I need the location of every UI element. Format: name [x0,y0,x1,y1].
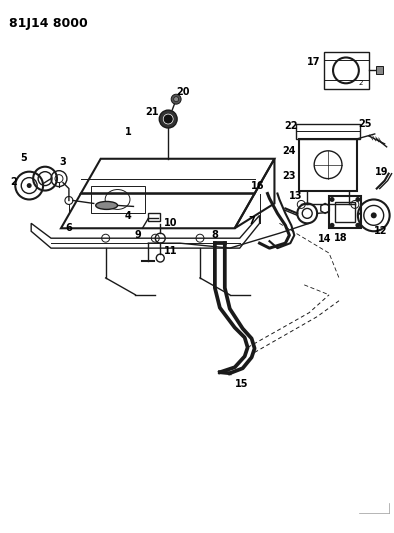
Text: 18: 18 [334,233,348,243]
Bar [335,203,355,222]
Text: 25: 25 [358,119,372,129]
Circle shape [355,223,361,228]
Circle shape [329,197,335,202]
Text: 16: 16 [251,181,264,191]
Text: 22: 22 [284,121,298,131]
Text: 17: 17 [307,58,321,68]
Bar [324,52,369,89]
Circle shape [174,96,178,102]
Text: 11: 11 [164,246,177,256]
Bar [149,213,160,221]
Text: 6: 6 [65,223,72,233]
Circle shape [355,197,361,202]
Bar [376,67,383,75]
Text: 10: 10 [164,219,177,228]
Text: 15: 15 [235,379,249,389]
Circle shape [159,110,177,128]
Text: 21: 21 [145,107,159,117]
Text: 13: 13 [288,190,302,200]
Circle shape [329,223,335,228]
Text: 19: 19 [375,167,388,176]
Text: 81J14 8000: 81J14 8000 [9,17,88,30]
Bar [91,185,145,213]
Text: 1: 1 [125,127,132,137]
Text: 4: 4 [125,212,132,221]
Text: 8: 8 [212,230,218,240]
Text: 12: 12 [374,226,387,236]
Ellipse shape [96,201,117,209]
Text: 23: 23 [282,171,296,181]
Text: 2: 2 [10,176,17,187]
Text: 2: 2 [359,80,363,86]
Text: 14: 14 [318,234,332,244]
Circle shape [27,183,32,188]
Text: 24: 24 [282,146,296,156]
Circle shape [371,212,377,219]
Text: 5: 5 [20,153,27,163]
Bar [299,139,357,190]
Bar [329,197,361,228]
Text: 3: 3 [59,157,66,167]
Text: 7: 7 [248,216,255,227]
Text: 9: 9 [134,230,141,240]
Text: 20: 20 [177,87,190,97]
Circle shape [171,94,181,104]
Circle shape [163,114,173,124]
